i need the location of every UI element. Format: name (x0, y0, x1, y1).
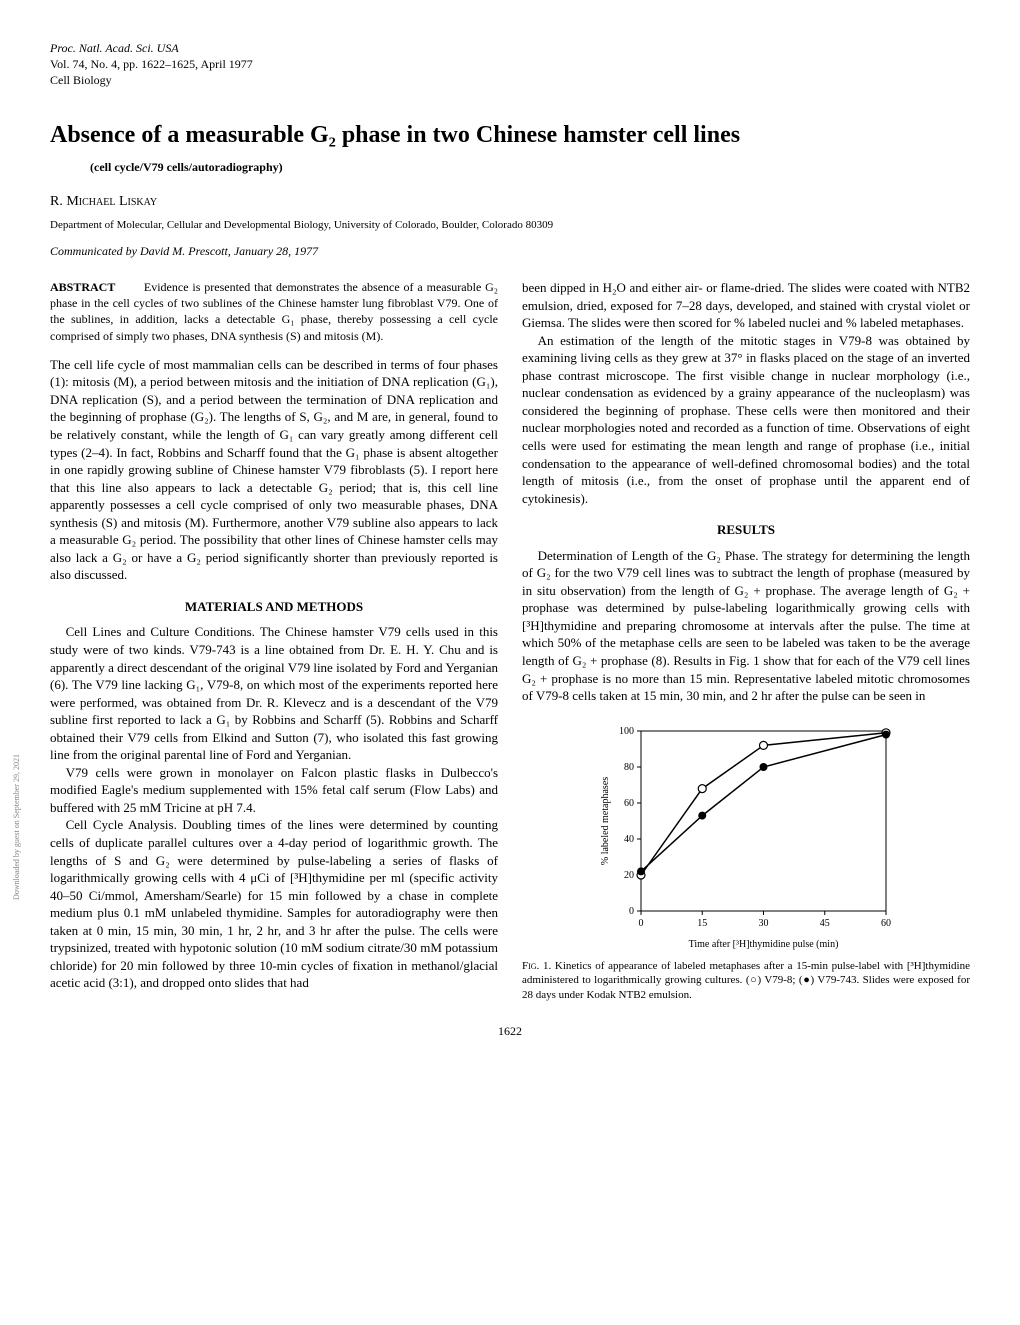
svg-text:Time after [³H]thymidine pulse: Time after [³H]thymidine pulse (min) (689, 939, 839, 950)
communicated-by: Communicated by David M. Prescott, Janua… (50, 243, 970, 259)
svg-text:40: 40 (624, 834, 634, 845)
svg-text:60: 60 (881, 918, 891, 929)
svg-text:% labeled metaphases: % labeled metaphases (600, 776, 611, 864)
svg-text:60: 60 (624, 798, 634, 809)
journal-name: Proc. Natl. Acad. Sci. USA (50, 40, 970, 56)
methods-p4: been dipped in H₂O and either air- or fl… (522, 279, 970, 332)
methods-p1: Cell Lines and Culture Conditions. The C… (50, 623, 498, 763)
journal-volume: Vol. 74, No. 4, pp. 1622–1625, April 197… (50, 56, 970, 72)
journal-header: Proc. Natl. Acad. Sci. USA Vol. 74, No. … (50, 40, 970, 89)
methods-heading: MATERIALS AND METHODS (50, 598, 498, 616)
svg-text:80: 80 (624, 762, 634, 773)
figure-1-label: Fig. 1. (522, 960, 551, 972)
intro-paragraph: The cell life cycle of most mammalian ce… (50, 356, 498, 584)
author-name: R. Michael Liskay (50, 193, 970, 212)
author-affiliation: Department of Molecular, Cellular and De… (50, 218, 970, 233)
figure-1-caption: Fig. 1. Kinetics of appearance of labele… (522, 959, 970, 1004)
figure-1: 0 20 40 60 80 100 0 15 30 45 60 Time after [³H]thym… (522, 721, 970, 1004)
svg-text:0: 0 (629, 906, 634, 917)
methods-p5: An estimation of the length of the mitot… (522, 332, 970, 507)
methods-p3: Cell Cycle Analysis. Doubling times of t… (50, 816, 498, 991)
page-number: 1622 (50, 1023, 970, 1039)
svg-text:20: 20 (624, 870, 634, 881)
svg-text:0: 0 (639, 918, 644, 929)
journal-section: Cell Biology (50, 72, 970, 88)
svg-text:15: 15 (697, 918, 707, 929)
svg-text:30: 30 (759, 918, 769, 929)
abstract: ABSTRACT Evidence is presented that demo… (50, 279, 498, 344)
figure-1-chart: 0 20 40 60 80 100 0 15 30 45 60 Time after [³H]thym… (596, 721, 896, 951)
methods-p2: V79 cells were grown in monolayer on Fal… (50, 764, 498, 817)
results-heading: RESULTS (522, 521, 970, 539)
article-subtitle: (cell cycle/V79 cells/autoradiography) (90, 159, 970, 175)
svg-text:45: 45 (820, 918, 830, 929)
svg-text:100: 100 (619, 726, 634, 737)
results-p1: Determination of Length of the G₂ Phase.… (522, 547, 970, 705)
article-title: Absence of a measurable G₂ phase in two … (50, 119, 970, 151)
abstract-label: ABSTRACT (50, 279, 140, 295)
figure-1-caption-text: Kinetics of appearance of labeled metaph… (522, 960, 970, 1002)
article-body: ABSTRACT Evidence is presented that demo… (50, 279, 970, 1003)
download-note: Downloaded by guest on September 29, 202… (12, 754, 23, 900)
